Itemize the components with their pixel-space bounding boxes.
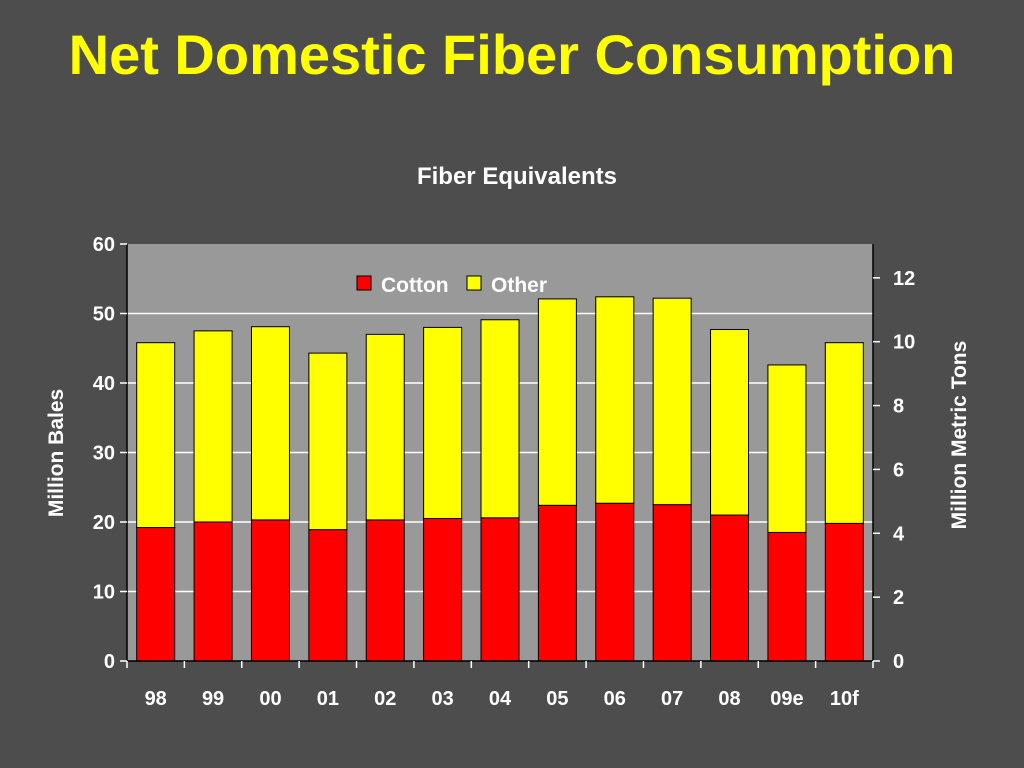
x-tick-label: 07 bbox=[661, 688, 683, 710]
bar-cotton bbox=[308, 529, 348, 662]
x-tick-label: 10f bbox=[830, 688, 859, 710]
legend-label-other: Other bbox=[491, 274, 547, 297]
bar-cotton bbox=[423, 518, 463, 662]
bar-other bbox=[480, 319, 520, 519]
bar-other bbox=[308, 352, 348, 531]
x-tick-label: 03 bbox=[431, 688, 453, 710]
y-tick-label: 50 bbox=[93, 304, 115, 326]
bar-other bbox=[136, 342, 176, 529]
bar-other bbox=[767, 364, 807, 533]
x-tick-label: 99 bbox=[202, 688, 224, 710]
bar-cotton bbox=[710, 514, 750, 662]
legend-swatch-other bbox=[466, 275, 482, 291]
bar-cotton bbox=[193, 521, 233, 662]
bar-cotton bbox=[250, 519, 290, 662]
bar-other bbox=[652, 297, 692, 506]
y2-tick-label: 10 bbox=[893, 332, 915, 354]
y2-tick-label: 2 bbox=[893, 587, 904, 609]
bar-other bbox=[365, 333, 405, 521]
y-tick-label: 10 bbox=[93, 582, 115, 604]
y2-tick-label: 0 bbox=[893, 651, 904, 673]
legend-label-cotton: Cotton bbox=[381, 274, 449, 297]
bar-cotton bbox=[652, 504, 692, 662]
bar-cotton bbox=[480, 517, 520, 662]
bar-other bbox=[537, 298, 577, 506]
y2-tick-label: 8 bbox=[893, 396, 904, 418]
y-tick-label: 30 bbox=[93, 443, 115, 465]
y-axis-label: Million Bales bbox=[45, 389, 68, 517]
bar-other bbox=[595, 296, 635, 504]
bar-other bbox=[824, 342, 864, 524]
x-tick-label: 02 bbox=[374, 688, 396, 710]
x-tick-label: 04 bbox=[489, 688, 512, 710]
x-tick-label: 06 bbox=[604, 688, 626, 710]
y-tick-label: 20 bbox=[93, 512, 115, 534]
y-tick-label: 0 bbox=[104, 651, 115, 673]
bar-cotton bbox=[767, 531, 807, 662]
bar-cotton bbox=[537, 504, 577, 662]
y2-tick-label: 12 bbox=[893, 268, 915, 290]
y-tick-label: 60 bbox=[93, 234, 115, 256]
bar-cotton bbox=[136, 527, 176, 662]
bar-other bbox=[193, 330, 233, 523]
legend-swatch-cotton bbox=[356, 275, 372, 291]
bar-other bbox=[250, 326, 290, 521]
y2-tick-label: 6 bbox=[893, 459, 904, 481]
x-tick-label: 09e bbox=[770, 688, 803, 710]
y-tick-label: 40 bbox=[93, 373, 115, 395]
slide-title: Net Domestic Fiber Consumption bbox=[68, 23, 956, 86]
chart-title: Fiber Equivalents bbox=[417, 163, 617, 190]
bar-cotton bbox=[595, 502, 635, 662]
x-tick-label: 00 bbox=[259, 688, 281, 710]
x-tick-label: 05 bbox=[546, 688, 568, 710]
bar-other bbox=[423, 326, 463, 520]
bar-other bbox=[710, 328, 750, 516]
bar-cotton bbox=[824, 522, 864, 662]
x-tick-label: 98 bbox=[145, 688, 167, 710]
x-tick-label: 08 bbox=[718, 688, 740, 710]
y2-tick-label: 4 bbox=[893, 523, 905, 545]
y2-axis-label: Million Metric Tons bbox=[948, 341, 971, 530]
x-tick-label: 01 bbox=[317, 688, 339, 710]
bar-cotton bbox=[365, 519, 405, 662]
